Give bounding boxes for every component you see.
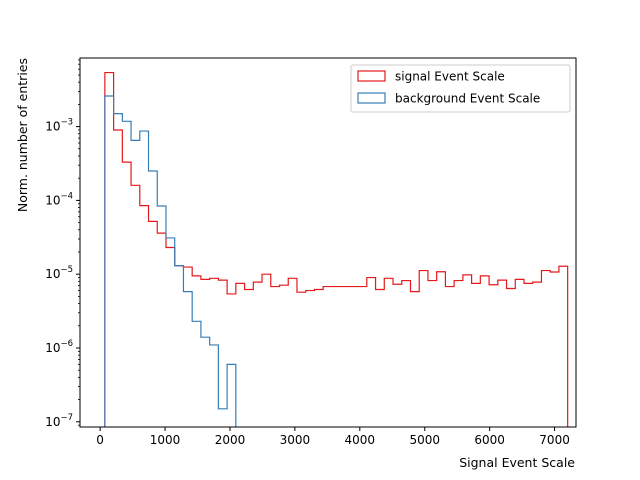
series-1-histogram: [104, 95, 237, 427]
y-tick-label: 10−4: [45, 191, 73, 207]
x-tick-label: 4000: [345, 433, 376, 447]
x-axis-label: Signal Event Scale: [459, 455, 575, 470]
x-tick-label: 1000: [150, 433, 181, 447]
x-tick-label: 3000: [280, 433, 311, 447]
legend-label: background Event Scale: [395, 92, 540, 106]
x-tick-label: 7000: [539, 433, 570, 447]
y-axis-label: Norm. number of entries: [15, 58, 30, 212]
legend-swatch: [357, 92, 386, 104]
x-tick-label: 5000: [409, 433, 440, 447]
x-tick-label: 0: [96, 433, 104, 447]
plot-area: [79, 57, 577, 428]
x-axis: 0 1000 2000 3000 4000 5000 6000 7000: [96, 427, 570, 447]
x-tick-label: 6000: [474, 433, 505, 447]
y-tick-label: 10−7: [45, 413, 73, 429]
x-tick-label: 2000: [215, 433, 246, 447]
y-tick-label: 10−3: [45, 118, 73, 134]
y-axis: 10−7 10−6 10−5 10−4 10−3: [45, 59, 80, 429]
legend-swatch: [357, 70, 386, 82]
plot-frame: [79, 57, 577, 428]
y-tick-label: 10−6: [45, 339, 73, 355]
legend: signal Event Scale background Event Scale: [350, 64, 571, 113]
y-tick-label: 10−5: [45, 265, 73, 281]
legend-box: [350, 64, 571, 113]
legend-label: signal Event Scale: [395, 70, 505, 84]
